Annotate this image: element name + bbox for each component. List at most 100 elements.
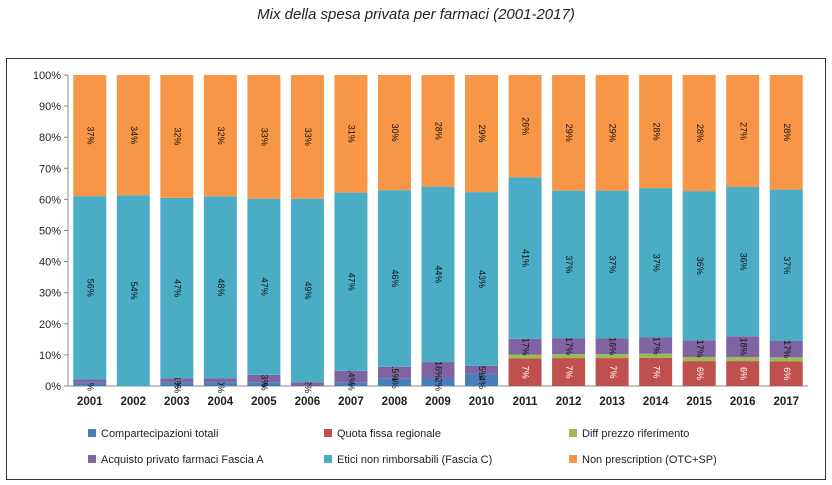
data-label: 54%: [129, 282, 139, 300]
y-tick-label: 40%: [39, 257, 61, 269]
legend-entry: Etici non rimborsabili (Fascia C): [337, 454, 492, 466]
data-label: 48%: [216, 278, 226, 296]
y-tick-label: 80%: [39, 132, 61, 144]
data-label: 47%: [260, 278, 270, 296]
data-label: 47%: [172, 279, 182, 297]
bar-segment: [726, 186, 760, 337]
bar-segment: [377, 366, 411, 379]
bar-segment: [769, 189, 803, 341]
bar-segment: [769, 340, 803, 358]
bar-segment: [726, 336, 760, 357]
data-label: 14%: [347, 368, 357, 386]
x-tick-label: 2009: [425, 396, 451, 408]
bar-segment: [726, 75, 760, 187]
data-label: 12%: [434, 373, 444, 391]
x-tick-label: 2010: [469, 396, 495, 408]
y-tick-label: 50%: [39, 226, 61, 238]
data-label: 28%: [782, 123, 792, 141]
data-label: 37%: [85, 127, 95, 145]
data-label: 9%: [390, 376, 400, 389]
bar-segment: [290, 75, 324, 199]
bar-segment: [639, 75, 673, 189]
y-tick-label: 20%: [39, 319, 61, 331]
bar-segment: [334, 370, 368, 383]
data-label: 7%: [651, 365, 661, 378]
y-tick-label: 10%: [39, 350, 61, 362]
bar-segment: [682, 340, 716, 357]
bar-segment: [726, 356, 760, 362]
bar-segment: [552, 358, 586, 386]
data-label: 8%: [85, 378, 95, 391]
bar-segment: [377, 75, 411, 191]
data-label: 37%: [564, 255, 574, 273]
x-tick-label: 2013: [599, 396, 625, 408]
y-tick-label: 0%: [45, 381, 61, 393]
bar-segment: [421, 186, 455, 363]
bar-segment: [290, 382, 324, 386]
bar-segment: [508, 177, 542, 339]
bar-segment: [73, 196, 107, 380]
bar-segment: [508, 75, 542, 178]
data-label: 31%: [347, 125, 357, 143]
data-label: 32%: [216, 127, 226, 145]
data-label: 49%: [303, 281, 313, 299]
x-tick-label: 2014: [643, 396, 669, 408]
bar-segment: [160, 382, 194, 386]
data-label: 7%: [608, 366, 618, 379]
chart-title: Mix della spesa privata per farmaci (200…: [257, 6, 575, 23]
x-tick-label: 2001: [77, 396, 103, 408]
legend-swatch: [324, 455, 332, 463]
bar-segment: [682, 356, 716, 362]
bar-segment: [682, 361, 716, 386]
x-tick-label: 2008: [382, 396, 408, 408]
data-label: 37%: [782, 256, 792, 274]
bar-segment: [203, 378, 237, 383]
legend-swatch: [88, 455, 96, 463]
bar-segment: [116, 75, 150, 196]
bar-segment: [595, 190, 629, 339]
y-tick-label: 30%: [39, 288, 61, 300]
y-tick-label: 60%: [39, 194, 61, 206]
bar-segment: [203, 196, 237, 379]
data-label: 17%: [521, 338, 531, 356]
bar-segment: [595, 75, 629, 191]
legend-swatch: [569, 455, 577, 463]
data-label: 28%: [695, 124, 705, 142]
bar-segment: [552, 338, 586, 355]
data-label: 17%: [782, 340, 792, 358]
bar-segment: [247, 382, 281, 386]
bar-segment: [73, 379, 107, 383]
data-label: 16%: [608, 337, 618, 355]
bar-segment: [769, 75, 803, 190]
legend-swatch: [569, 429, 577, 437]
bar-segment: [769, 361, 803, 386]
bar-segment: [203, 75, 237, 197]
bar-segment: [465, 192, 499, 366]
x-tick-label: 2007: [338, 396, 364, 408]
bar-segment: [247, 198, 281, 375]
data-label: 6%: [695, 367, 705, 380]
bar-segment: [203, 382, 237, 386]
data-label: 13%: [260, 369, 270, 387]
data-label: 17%: [651, 337, 661, 355]
bar-segment: [247, 374, 281, 383]
bar-segment: [73, 382, 107, 386]
legend-swatch: [324, 429, 332, 437]
bar-segment: [769, 357, 803, 362]
bar-segment: [465, 75, 499, 193]
bar-segment: [160, 75, 194, 198]
data-label: 18%: [738, 338, 748, 356]
data-label: 17%: [564, 337, 574, 355]
data-label: 44%: [434, 265, 444, 283]
data-label: 33%: [303, 128, 313, 146]
bar-segment: [116, 195, 150, 386]
bar-segment: [552, 190, 586, 339]
data-label: 15%: [477, 361, 487, 379]
legend-swatch: [88, 429, 96, 437]
x-tick-label: 2006: [295, 396, 321, 408]
data-label: 7%: [521, 366, 531, 379]
bar-segment: [595, 358, 629, 386]
x-tick-label: 2015: [686, 396, 712, 408]
data-label: 33%: [260, 128, 270, 146]
data-label: 29%: [608, 124, 618, 142]
